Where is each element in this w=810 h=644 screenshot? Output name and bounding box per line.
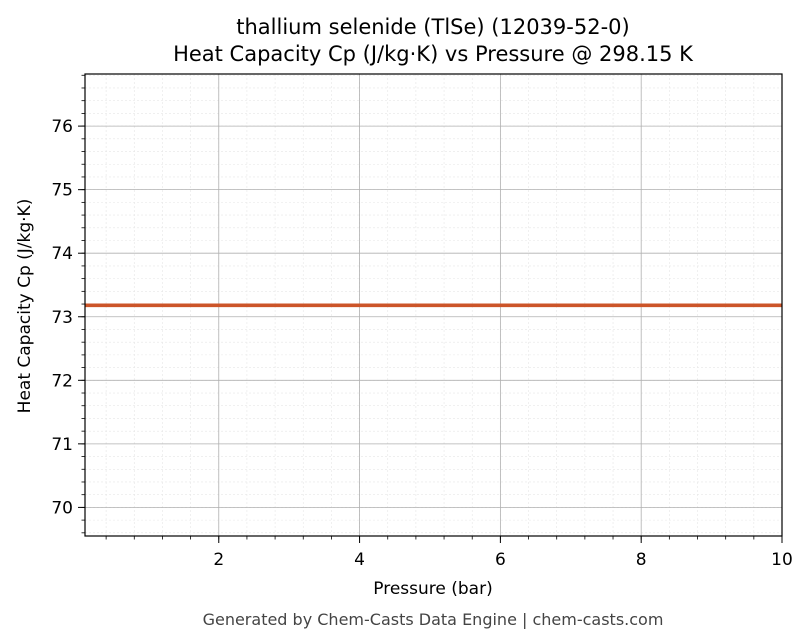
- y-tick-labels: 70 71 72 73 74 75 76: [51, 117, 73, 518]
- x-tick-label: 10: [771, 550, 793, 570]
- x-tick-label: 6: [495, 550, 506, 570]
- x-axis-label: Pressure (bar): [373, 579, 492, 599]
- chart-title-line2: Heat Capacity Cp (J/kg·K) vs Pressure @ …: [173, 42, 694, 66]
- y-tick-label: 74: [51, 244, 73, 264]
- tick-marks: [78, 74, 783, 543]
- x-tick-label: 4: [354, 550, 365, 570]
- x-tick-labels: 2 4 6 8 10: [213, 550, 792, 570]
- y-tick-label: 73: [51, 308, 73, 328]
- y-tick-label: 72: [51, 371, 73, 391]
- plot-area-frame: [84, 73, 783, 537]
- y-tick-label: 75: [51, 181, 73, 201]
- x-tick-label: 2: [213, 550, 224, 570]
- y-axis-label: Heat Capacity Cp (J/kg·K): [15, 199, 35, 414]
- y-tick-label: 76: [51, 117, 73, 137]
- y-tick-label: 70: [51, 498, 73, 518]
- y-tick-label: 71: [51, 435, 73, 455]
- x-tick-label: 8: [636, 550, 647, 570]
- footer-credit: Generated by Chem-Casts Data Engine | ch…: [203, 610, 664, 629]
- chart-title-line1: thallium selenide (TlSe) (12039-52-0): [236, 15, 629, 39]
